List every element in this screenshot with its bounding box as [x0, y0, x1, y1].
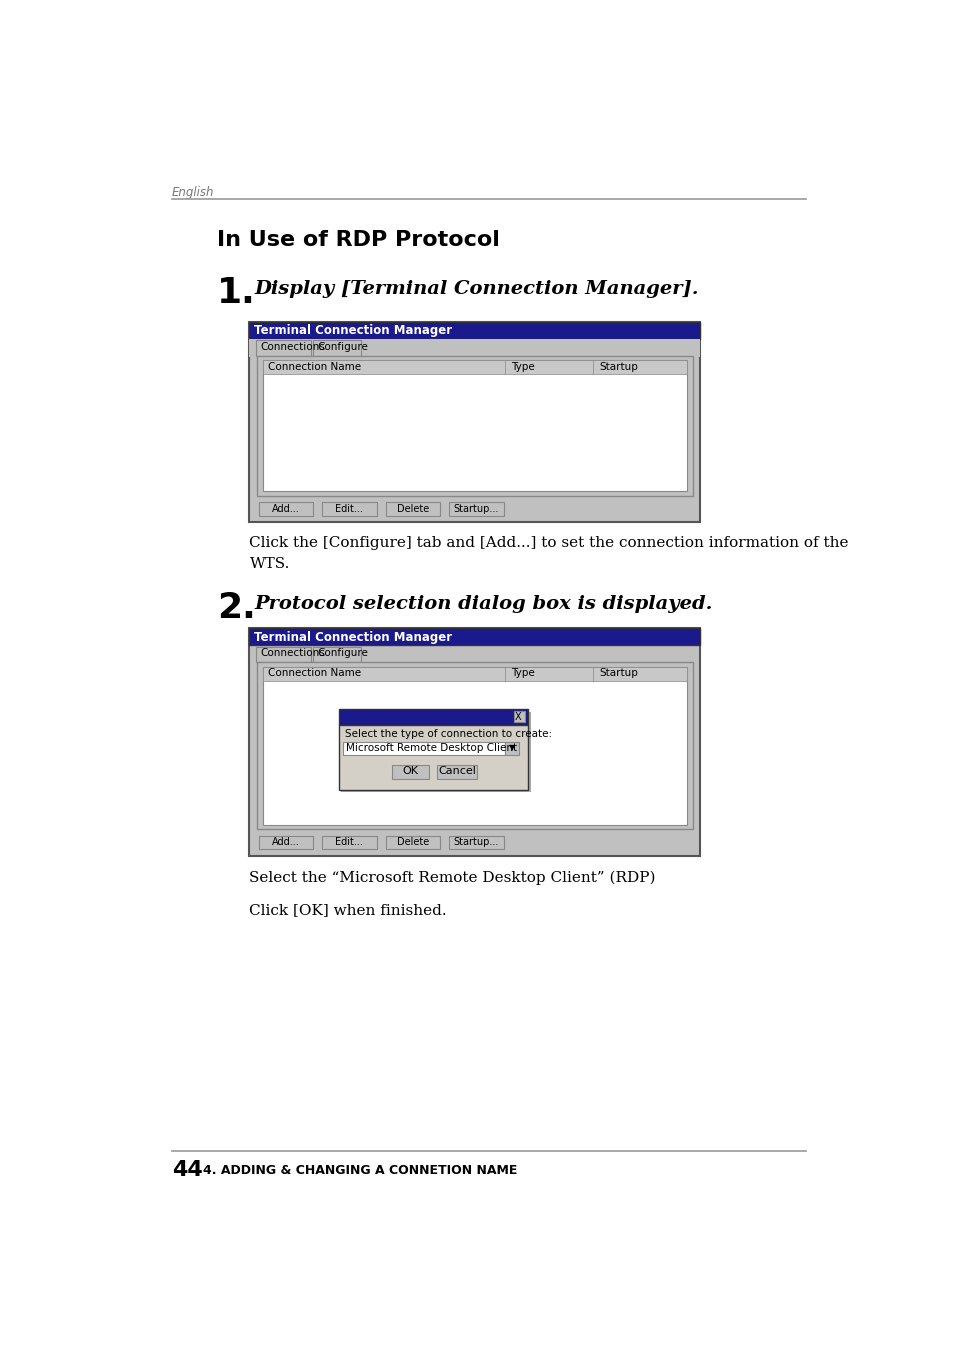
Text: Type: Type — [510, 363, 534, 372]
FancyBboxPatch shape — [249, 628, 700, 856]
FancyBboxPatch shape — [313, 341, 360, 356]
FancyBboxPatch shape — [322, 501, 376, 516]
FancyBboxPatch shape — [385, 836, 439, 849]
Text: Add...: Add... — [272, 837, 299, 847]
Text: Add...: Add... — [272, 504, 299, 514]
FancyBboxPatch shape — [263, 667, 686, 681]
FancyBboxPatch shape — [322, 836, 376, 849]
FancyBboxPatch shape — [257, 356, 692, 496]
Text: New Connection: New Connection — [343, 712, 450, 724]
FancyBboxPatch shape — [263, 667, 686, 825]
Text: English: English — [172, 186, 214, 200]
Text: 2.: 2. — [216, 592, 255, 625]
Text: OK: OK — [402, 766, 418, 776]
Text: Type: Type — [510, 669, 534, 678]
FancyBboxPatch shape — [255, 341, 311, 356]
FancyBboxPatch shape — [449, 836, 503, 849]
Text: Startup...: Startup... — [454, 504, 498, 514]
Text: Connection Name: Connection Name — [268, 669, 361, 678]
Text: Select the “Microsoft Remote Desktop Client” (RDP): Select the “Microsoft Remote Desktop Cli… — [249, 871, 656, 886]
FancyBboxPatch shape — [249, 628, 700, 646]
FancyBboxPatch shape — [249, 322, 700, 338]
Text: Startup: Startup — [599, 669, 638, 678]
FancyBboxPatch shape — [436, 764, 476, 779]
Text: ▼: ▼ — [508, 743, 515, 752]
FancyBboxPatch shape — [505, 741, 518, 755]
Text: Startup: Startup — [599, 363, 638, 372]
Text: Configure: Configure — [317, 342, 368, 352]
FancyBboxPatch shape — [385, 501, 439, 516]
Text: Edit...: Edit... — [335, 837, 363, 847]
FancyBboxPatch shape — [257, 662, 692, 829]
FancyBboxPatch shape — [249, 322, 700, 522]
FancyBboxPatch shape — [258, 501, 313, 516]
Text: Connections: Connections — [260, 342, 325, 352]
Text: Delete: Delete — [396, 504, 429, 514]
FancyBboxPatch shape — [249, 338, 700, 357]
Text: Display [Terminal Connection Manager].: Display [Terminal Connection Manager]. — [254, 279, 699, 298]
Text: Microsoft Remote Desktop Client: Microsoft Remote Desktop Client — [346, 743, 517, 754]
FancyBboxPatch shape — [258, 836, 313, 849]
Text: Terminal Connection Manager: Terminal Connection Manager — [253, 631, 452, 644]
FancyBboxPatch shape — [514, 710, 525, 721]
Text: Cancel: Cancel — [437, 766, 476, 776]
FancyBboxPatch shape — [449, 501, 503, 516]
Text: Click [OK] when finished.: Click [OK] when finished. — [249, 903, 447, 917]
Text: 44: 44 — [172, 1161, 202, 1181]
FancyBboxPatch shape — [338, 709, 528, 725]
FancyBboxPatch shape — [263, 360, 686, 491]
Text: Terminal Connection Manager: Terminal Connection Manager — [253, 325, 452, 337]
FancyBboxPatch shape — [255, 647, 311, 662]
Text: Click the [Configure] tab and [Add...] to set the connection information of the
: Click the [Configure] tab and [Add...] t… — [249, 537, 848, 570]
Text: Connection Name: Connection Name — [268, 363, 361, 372]
Text: X: X — [514, 712, 520, 721]
Text: 1.: 1. — [216, 276, 255, 310]
FancyBboxPatch shape — [338, 725, 528, 790]
Text: In Use of RDP Protocol: In Use of RDP Protocol — [216, 229, 499, 249]
Text: Startup...: Startup... — [454, 837, 498, 847]
Text: Protocol selection dialog box is displayed.: Protocol selection dialog box is display… — [254, 596, 713, 613]
Text: 4. ADDING & CHANGING A CONNETION NAME: 4. ADDING & CHANGING A CONNETION NAME — [203, 1163, 517, 1177]
Text: Select the type of connection to create:: Select the type of connection to create: — [344, 729, 552, 739]
Text: Connections: Connections — [260, 648, 325, 658]
FancyBboxPatch shape — [392, 764, 429, 779]
FancyBboxPatch shape — [263, 360, 686, 375]
FancyBboxPatch shape — [343, 741, 505, 755]
Text: Configure: Configure — [317, 648, 368, 658]
FancyBboxPatch shape — [313, 647, 360, 662]
Text: Edit...: Edit... — [335, 504, 363, 514]
Text: Delete: Delete — [396, 837, 429, 847]
FancyBboxPatch shape — [340, 712, 530, 793]
